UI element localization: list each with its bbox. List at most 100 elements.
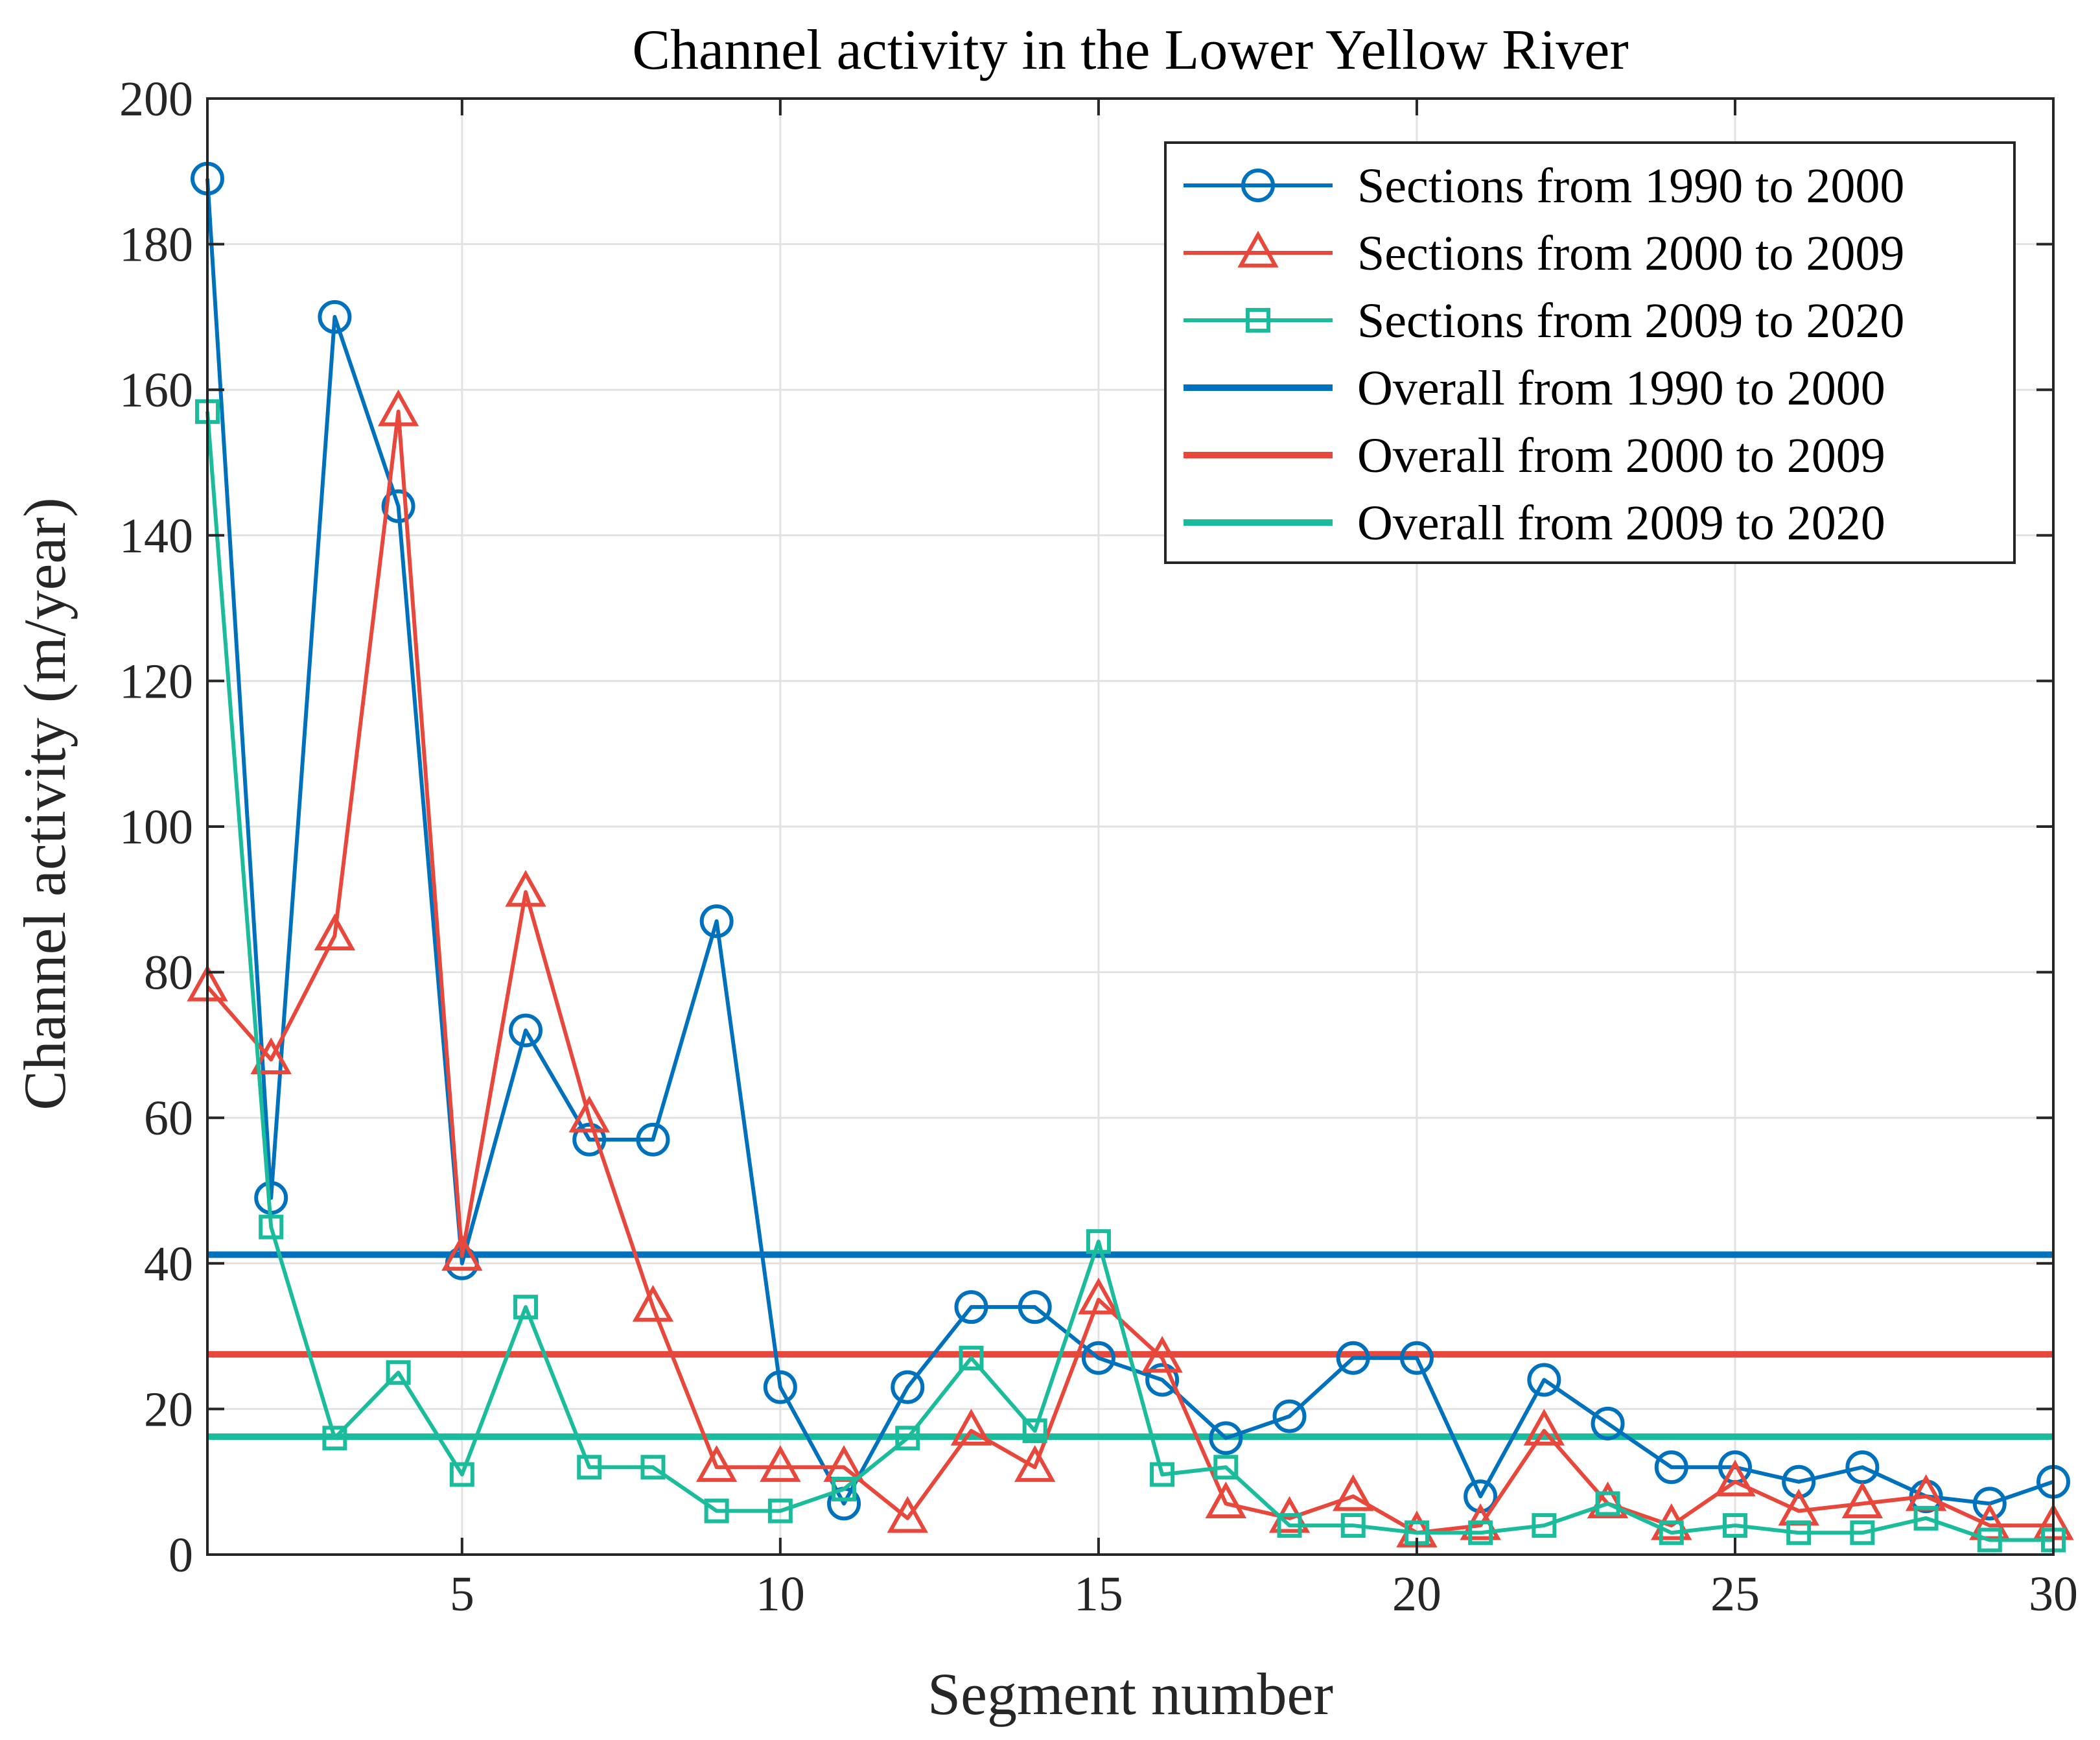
- legend-marker: [1237, 230, 1279, 268]
- x-tick-label: 30: [2029, 1567, 2078, 1621]
- data-point: [1336, 1341, 1370, 1375]
- y-tick-label: 120: [119, 654, 193, 709]
- series-line: [205, 178, 2054, 1506]
- data-point: [1014, 1445, 1056, 1482]
- data-point: [1209, 1421, 1243, 1455]
- y-tick-label: 160: [119, 363, 193, 417]
- data-point: [386, 1360, 411, 1385]
- data-point: [1654, 1450, 1688, 1485]
- legend-entry: Overall from 2009 to 2020: [1184, 496, 1885, 550]
- data-point: [632, 1285, 674, 1322]
- data-point: [1086, 1229, 1111, 1254]
- y-tick-label: 200: [119, 72, 193, 126]
- data-point: [1340, 1513, 1366, 1538]
- grid: [207, 97, 2055, 1556]
- data-point: [760, 1445, 801, 1482]
- data-point: [1150, 1462, 1175, 1487]
- y-tick-label: 180: [119, 218, 193, 272]
- series-3: [195, 399, 2066, 1553]
- data-point: [699, 904, 734, 938]
- y-tick-label: 100: [119, 800, 193, 854]
- data-point: [572, 1122, 607, 1157]
- x-tick-label: 15: [1074, 1567, 1123, 1621]
- data-point: [636, 1122, 670, 1157]
- data-point: [1399, 1341, 1434, 1375]
- data-point: [1591, 1406, 1625, 1440]
- data-point: [1081, 1341, 1115, 1375]
- data-point: [1595, 1491, 1620, 1516]
- data-point: [568, 1096, 610, 1133]
- legend-label: Overall from 2009 to 2020: [1357, 496, 1885, 550]
- x-axis-title: Segment number: [928, 1661, 1333, 1727]
- legend-label: Overall from 1990 to 2000: [1357, 361, 1885, 416]
- legend-label: Sections from 2009 to 2020: [1357, 294, 1904, 348]
- data-point: [449, 1462, 474, 1487]
- legend-entry: Overall from 1990 to 2000: [1184, 361, 1885, 416]
- legend-label: Sections from 1990 to 2000: [1357, 159, 1904, 213]
- y-tick-label: 80: [144, 946, 193, 1000]
- data-point: [1972, 1487, 2007, 1521]
- data-point: [695, 1445, 738, 1482]
- data-point: [832, 1476, 857, 1501]
- data-point: [259, 1214, 284, 1240]
- data-point: [1018, 1290, 1052, 1324]
- data-point: [1913, 1505, 1939, 1531]
- data-point: [1022, 1418, 1047, 1444]
- data-point: [1527, 1363, 1561, 1397]
- legend-box: [1164, 141, 2016, 564]
- data-point: [1523, 1408, 1565, 1446]
- data-point: [1850, 1520, 1875, 1546]
- data-point: [1786, 1520, 1812, 1546]
- y-tick-label: 140: [119, 509, 193, 563]
- x-tick-label: 20: [1392, 1567, 1441, 1621]
- data-point: [1841, 1481, 1884, 1518]
- data-point: [959, 1345, 984, 1370]
- data-point: [954, 1290, 988, 1324]
- data-point: [1333, 1474, 1374, 1511]
- legend-entry: Overall from 2000 to 2009: [1184, 429, 1885, 483]
- data-point: [250, 1037, 292, 1074]
- legend: Sections from 1990 to 2000 Sections from …: [1164, 141, 2016, 564]
- data-point: [895, 1426, 920, 1451]
- data-point: [314, 913, 356, 951]
- legend-marker: [1246, 308, 1270, 333]
- legend-label: Sections from 2000 to 2009: [1357, 226, 1904, 281]
- legend-entry: Sections from 1990 to 2000: [1184, 159, 1904, 213]
- data-point: [887, 1496, 928, 1533]
- chart-title: Channel activity in the Lower Yellow Riv…: [632, 19, 1628, 82]
- x-tick-label: 10: [756, 1567, 805, 1621]
- data-point: [763, 1370, 797, 1404]
- data-point: [1977, 1527, 2002, 1553]
- data-point: [640, 1455, 666, 1480]
- y-tick-label: 40: [144, 1237, 193, 1291]
- data-point: [1145, 1363, 1180, 1397]
- x-tick-label: 25: [1710, 1567, 1760, 1621]
- data-point: [513, 1295, 539, 1320]
- data-point: [1722, 1513, 1747, 1538]
- x-tick-label: 5: [450, 1567, 474, 1621]
- legend-marker: [1241, 169, 1275, 202]
- data-point: [891, 1370, 925, 1404]
- series-line: [205, 409, 2053, 1535]
- legend-label: Overall from 2000 to 2009: [1357, 429, 1885, 483]
- y-tick-label: 0: [169, 1528, 193, 1582]
- data-point: [322, 1426, 347, 1451]
- data-point: [1468, 1520, 1493, 1546]
- ticks: 5 10 15 20 25 30 0 20 40 60 80 100 120 140 160 180 200: [119, 72, 2078, 1621]
- data-point: [1659, 1520, 1684, 1546]
- series-layer: [187, 161, 2074, 1553]
- y-tick-label: 60: [144, 1091, 193, 1146]
- data-point: [1141, 1335, 1183, 1373]
- data-point: [1205, 1481, 1247, 1518]
- data-point: [950, 1408, 992, 1446]
- data-point: [577, 1455, 602, 1480]
- data-point: [509, 1013, 543, 1048]
- data-point: [1078, 1277, 1119, 1315]
- legend-entry: Sections from 2009 to 2020: [1184, 294, 1904, 348]
- y-tick-label: 20: [144, 1382, 193, 1437]
- data-point: [1272, 1399, 1307, 1433]
- legend-entry: Sections from 2000 to 2009: [1184, 226, 1904, 281]
- data-point: [377, 389, 419, 427]
- data-point: [381, 489, 415, 523]
